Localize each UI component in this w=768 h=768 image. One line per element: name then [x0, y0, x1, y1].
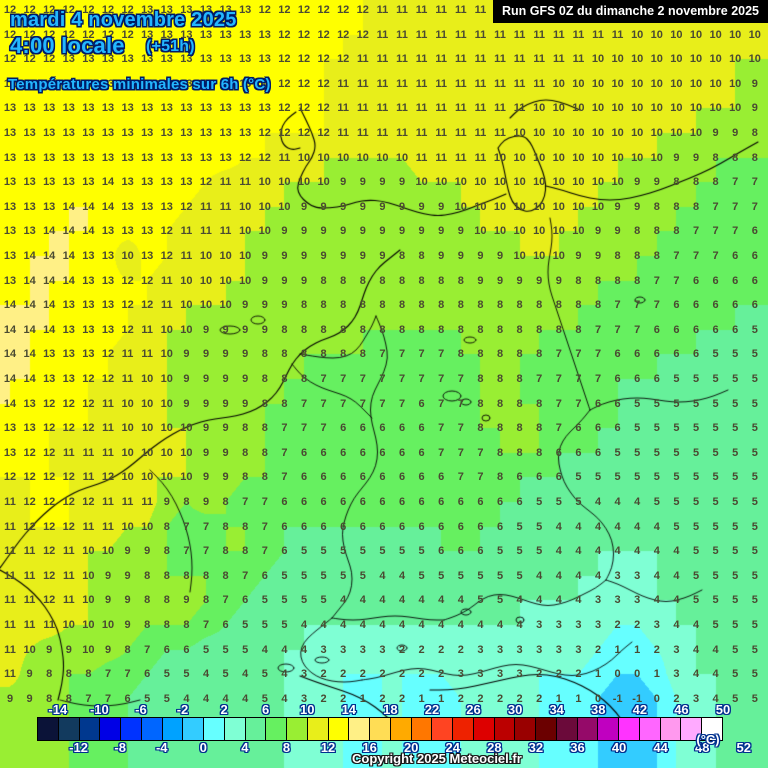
- legend-tick-label: 52: [736, 740, 752, 755]
- legend-tick-label: 42: [632, 702, 648, 717]
- legend-swatch[interactable]: [702, 718, 722, 740]
- parameter-label: Températures minimales sur 6h (°C): [8, 76, 271, 93]
- legend-swatch[interactable]: [515, 718, 536, 740]
- legend-swatch[interactable]: [349, 718, 370, 740]
- legend-swatch[interactable]: [328, 718, 350, 740]
- forecast-date-label: mardi 4 novembre 2025: [10, 9, 237, 31]
- legend-swatch[interactable]: [390, 718, 412, 740]
- legend-tick-label: 12: [320, 740, 336, 755]
- legend-swatch[interactable]: [79, 718, 101, 740]
- legend-tick-label: 6: [262, 702, 270, 717]
- legend-swatch[interactable]: [660, 718, 682, 740]
- legend-tick-label: 10: [300, 702, 315, 717]
- legend-tick-label: 34: [549, 702, 564, 717]
- legend-tick-label: -4: [155, 740, 168, 755]
- legend-tick-label: -8: [114, 740, 126, 755]
- legend-swatch[interactable]: [162, 718, 184, 740]
- legend-tick-label: 0: [199, 740, 207, 755]
- legend-tick-label: -10: [89, 702, 109, 717]
- legend-swatch[interactable]: [141, 718, 163, 740]
- legend-unit-label: (°C): [696, 732, 720, 747]
- legend-swatch[interactable]: [204, 718, 225, 740]
- legend-swatch[interactable]: [100, 718, 121, 740]
- legend-tick-label: 22: [424, 702, 440, 717]
- legend-tick-label: 26: [466, 702, 481, 717]
- legend-tick-label: 8: [282, 740, 291, 755]
- legend-tick-label: -14: [48, 702, 68, 717]
- legend-swatch[interactable]: [598, 718, 619, 740]
- legend-tick-label: 38: [591, 702, 606, 717]
- legend-swatch[interactable]: [556, 718, 578, 740]
- color-scale-legend[interactable]: [37, 717, 723, 741]
- legend-swatch[interactable]: [494, 718, 516, 740]
- forecast-time-label: 4:00 locale: [10, 33, 125, 58]
- legend-swatch[interactable]: [453, 718, 474, 740]
- legend-tick-label: 16: [362, 740, 377, 755]
- legend-swatch[interactable]: [121, 718, 142, 740]
- legend-swatch[interactable]: [473, 718, 495, 740]
- model-run-banner: Run GFS 0Z du dimanche 2 novembre 2025: [492, 0, 768, 23]
- legend-tick-label: 36: [570, 740, 585, 755]
- legend-swatch[interactable]: [224, 718, 246, 740]
- legend-tick-label: 18: [383, 702, 398, 717]
- legend-swatch[interactable]: [183, 718, 204, 740]
- legend-swatch[interactable]: [577, 718, 599, 740]
- forecast-lead-label: (+51h): [146, 38, 195, 55]
- legend-swatch[interactable]: [370, 718, 391, 740]
- legend-swatch[interactable]: [411, 718, 433, 740]
- legend-swatch[interactable]: [681, 718, 702, 740]
- legend-tick-label: 28: [487, 740, 502, 755]
- legend-swatch[interactable]: [536, 718, 557, 740]
- legend-tick-label: 46: [674, 702, 689, 717]
- legend-tick-label: 32: [528, 740, 544, 755]
- legend-tick-label: 40: [611, 740, 627, 755]
- legend-tick-label: 2: [220, 702, 228, 717]
- legend-swatch[interactable]: [432, 718, 453, 740]
- legend-swatch[interactable]: [639, 718, 661, 740]
- legend-tick-label: 44: [653, 740, 668, 755]
- legend-tick-label: -2: [176, 702, 189, 717]
- legend-tick-label: 4: [241, 740, 249, 755]
- legend-tick-label: -6: [135, 702, 147, 717]
- legend-tick-label: 14: [341, 702, 357, 717]
- legend-swatch[interactable]: [38, 718, 59, 740]
- legend-tick-label: 20: [403, 740, 419, 755]
- legend-tick-label: 48: [694, 740, 710, 755]
- legend-swatch[interactable]: [266, 718, 287, 740]
- legend-swatch[interactable]: [619, 718, 640, 740]
- legend-swatch[interactable]: [307, 718, 329, 740]
- legend-tick-label: -12: [69, 740, 88, 755]
- legend-tick-label: 30: [507, 702, 523, 717]
- legend-swatch[interactable]: [245, 718, 267, 740]
- legend-tick-label: 24: [445, 740, 460, 755]
- legend-swatch[interactable]: [58, 718, 80, 740]
- legend-swatch[interactable]: [287, 718, 308, 740]
- legend-tick-label: 50: [715, 702, 731, 717]
- copyright-label: Copyright 2025 Meteociel.fr: [352, 751, 522, 766]
